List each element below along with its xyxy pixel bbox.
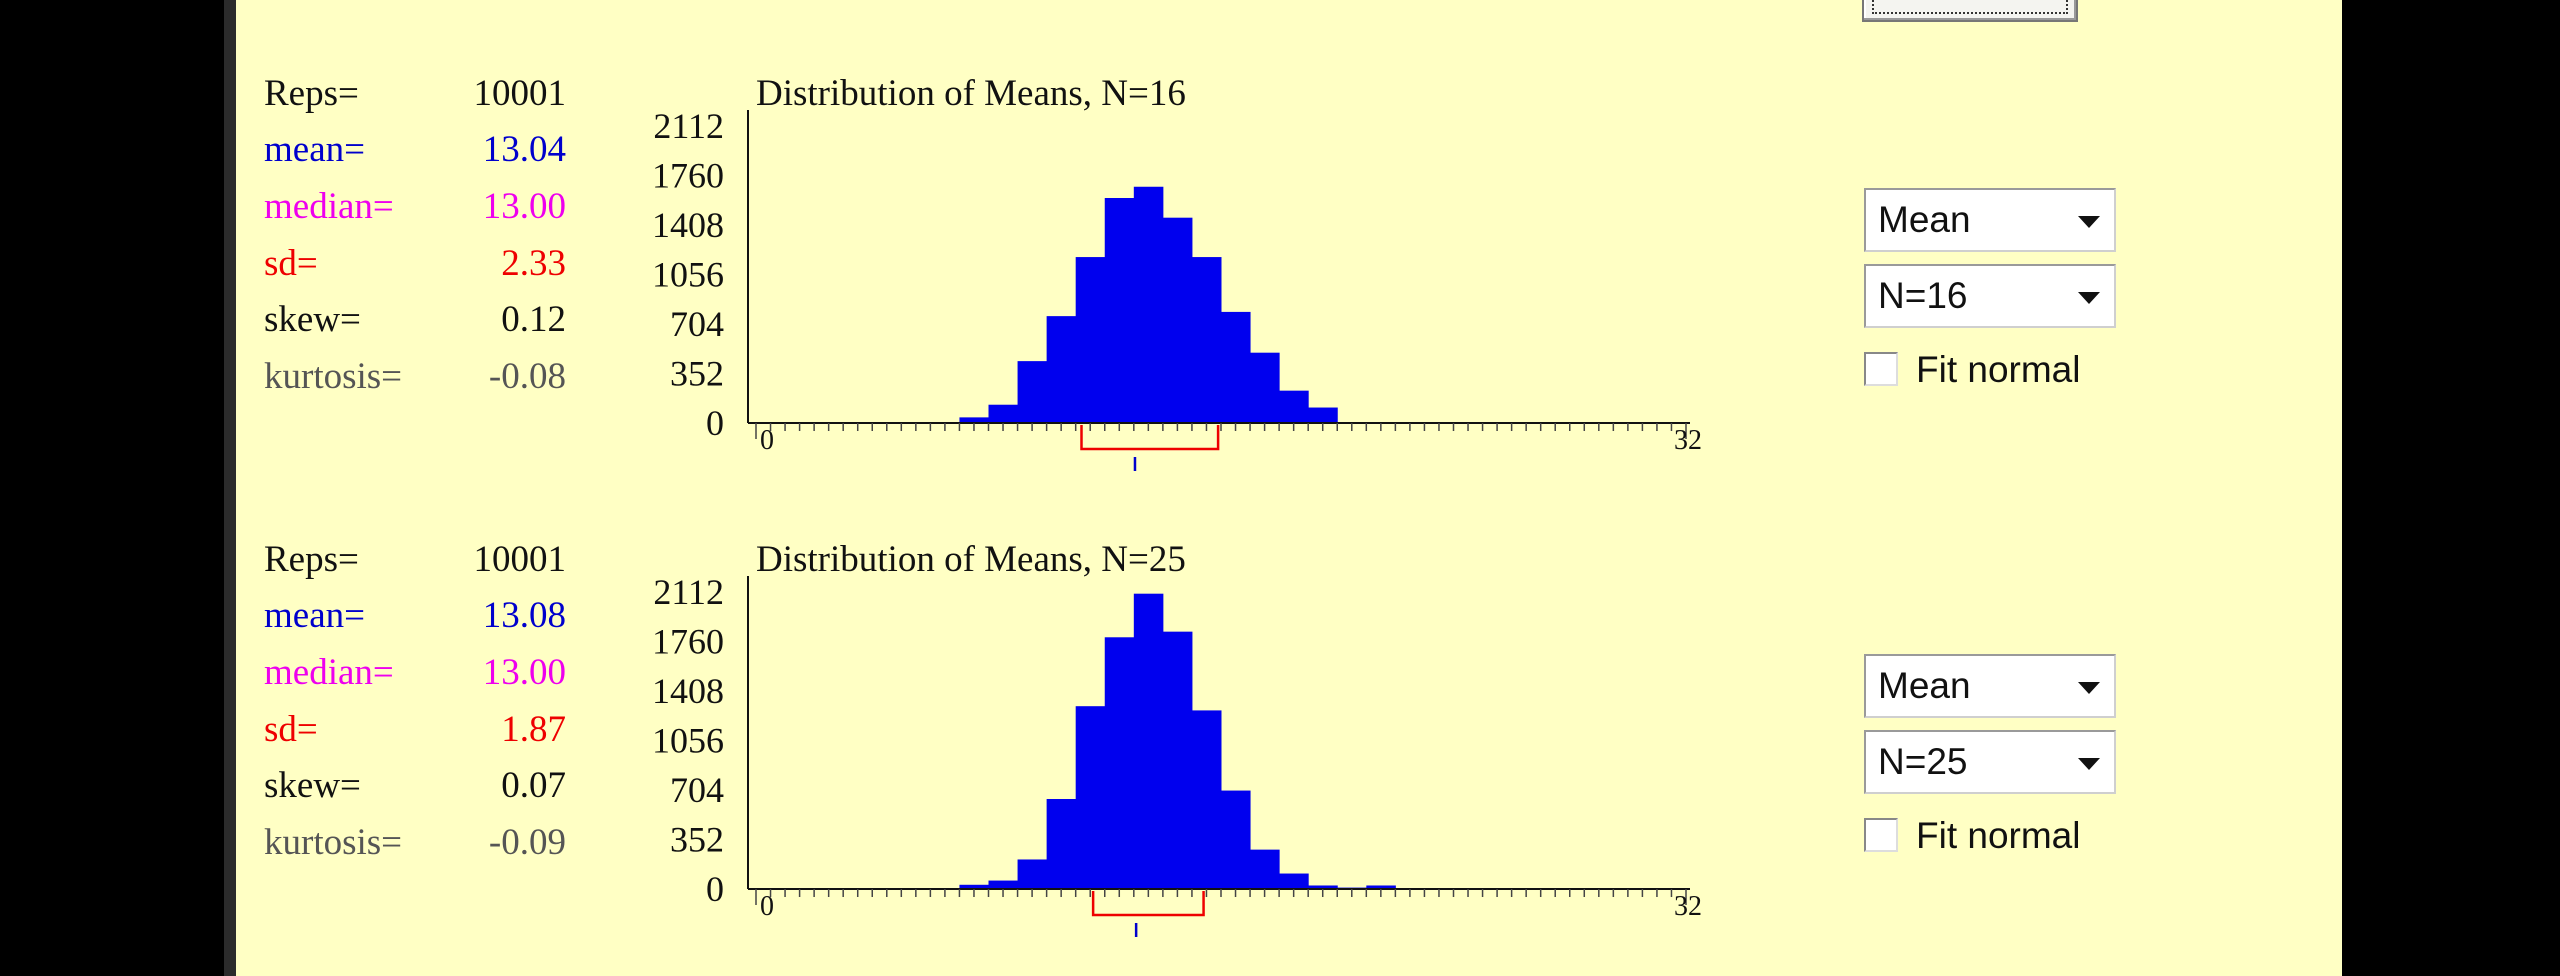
histogram-bar [959,417,989,423]
chevron-down-icon[interactable] [2078,758,2100,770]
kurtosis-label: kurtosis= [264,356,403,397]
histogram-bar [1133,186,1164,423]
mean-label: mean= [264,129,365,170]
fit-normal-checkbox[interactable] [1864,818,1898,852]
fit-normal-label[interactable]: Fit normal [1916,349,2081,390]
statistic-select[interactable]: Mean [1864,188,2116,252]
y-tick-label: 2112 [653,572,724,612]
histogram-bar [1221,790,1251,889]
x-tick-label: 0 [760,425,774,456]
top-button[interactable] [1862,0,2078,22]
fit-normal-label[interactable]: Fit normal [1916,815,2081,856]
histogram-bar [1308,407,1338,423]
sample-size-select-value: N=16 [1878,275,1968,316]
y-tick-label: 1056 [652,255,724,295]
histogram-bar [1366,885,1396,889]
reps-value: 10001 [473,539,567,580]
skew-value: 0.07 [501,765,566,806]
median-value: 13.00 [482,186,566,227]
histogram-bar [1250,849,1280,889]
histogram-bar [1279,390,1309,423]
kurtosis-label: kurtosis= [264,822,403,863]
sample-size-select-value: N=25 [1878,741,1968,782]
histogram-bar [988,880,1019,889]
y-tick-label: 704 [670,770,724,810]
interval-bracket [1091,891,1205,917]
histogram-bar [1221,311,1251,423]
reps-label: Reps= [264,73,359,114]
y-tick-label: 2112 [653,106,724,146]
y-tick-label: 1056 [652,721,724,761]
histogram-bar [1308,885,1338,889]
sd-value: 2.33 [501,243,566,284]
skew-label: skew= [264,765,361,806]
histogram-bar [1104,637,1135,889]
sd-label: sd= [264,709,318,750]
y-tick-label: 1760 [652,156,724,196]
x-tick-label: 0 [760,891,774,922]
statistic-select[interactable]: Mean [1864,654,2116,718]
chevron-down-icon[interactable] [2078,292,2100,304]
y-tick-label: 352 [670,820,724,860]
histogram-bar [1191,257,1222,423]
reps-label: Reps= [264,539,359,580]
median-label: median= [264,652,394,693]
y-tick-label: 1760 [652,622,724,662]
statistic-select-value: Mean [1878,199,1971,240]
chart-title: Distribution of Means, N=16 [756,73,1186,114]
y-tick-label: 704 [670,304,724,344]
kurtosis-value: -0.09 [488,822,566,863]
skew-label: skew= [264,299,361,340]
sd-label: sd= [264,243,318,284]
histogram-bar [959,884,989,889]
histogram-bar [1046,316,1077,423]
distribution-section-n16: Reps= 10001 mean= 13.04 median= 13.00 sd… [0,0,2560,471]
histogram-bar [1075,257,1106,423]
chart-title: Distribution of Means, N=25 [756,539,1186,580]
y-tick-label: 1408 [652,671,724,711]
histogram-chart: 2112 1760 1408 1056 704 352 0 0 32 [652,572,1702,937]
fit-normal-checkbox[interactable] [1864,352,1898,386]
histogram-bar [1017,361,1048,423]
sample-size-select[interactable]: N=16 [1864,264,2116,328]
x-tick-label: 32 [1674,425,1702,456]
histogram-chart: 2112 1760 1408 1056 704 352 0 0 32 [652,106,1702,471]
histogram-bar [1133,593,1164,889]
histogram-bar [1162,217,1193,423]
reps-value: 10001 [473,73,567,114]
histogram-bar [1075,706,1106,889]
mean-label: mean= [264,595,365,636]
chevron-down-icon[interactable] [2078,216,2100,228]
histogram-bar [1191,710,1222,889]
histogram-bar [1104,198,1135,423]
y-tick-label: 0 [706,869,724,909]
sample-size-select[interactable]: N=25 [1864,730,2116,794]
kurtosis-value: -0.08 [488,356,566,397]
y-tick-label: 1408 [652,205,724,245]
histogram-bar [1162,631,1193,889]
histogram-bar [1279,873,1309,889]
histogram-bar [1017,859,1048,889]
simulation-panel [224,0,2342,976]
x-tick-label: 32 [1674,891,1702,922]
skew-value: 0.12 [501,299,566,340]
mean-value: 13.08 [482,595,566,636]
mean-value: 13.04 [482,129,566,170]
chevron-down-icon[interactable] [2078,682,2100,694]
sd-value: 1.87 [501,709,566,750]
distribution-section-n25: Reps= 10001 mean= 13.08 median= 13.00 sd… [0,466,2560,937]
y-tick-label: 352 [670,354,724,394]
histogram-bar [1046,799,1077,889]
median-label: median= [264,186,394,227]
median-value: 13.00 [482,652,566,693]
statistic-select-value: Mean [1878,665,1971,706]
histogram-bar [988,404,1019,423]
interval-bracket [1080,425,1220,451]
panel-left-border [224,0,236,976]
histogram-bar [1250,352,1280,423]
y-tick-label: 0 [706,403,724,443]
